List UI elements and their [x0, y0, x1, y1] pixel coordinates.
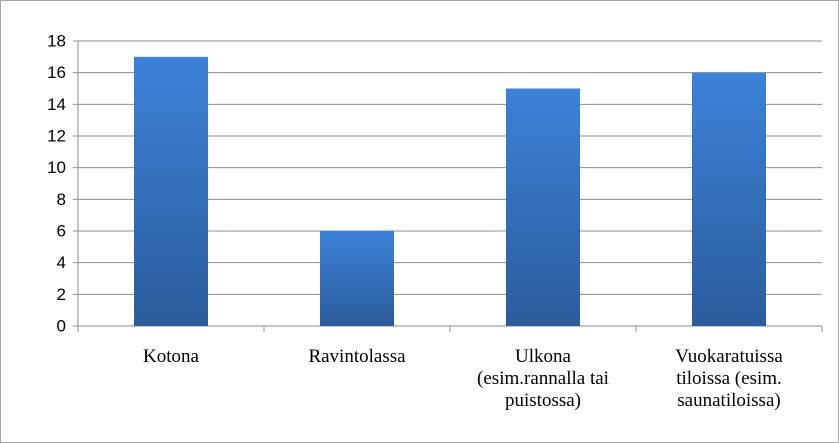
y-tick-label: 4 [57, 253, 66, 272]
y-tick-label: 16 [47, 63, 66, 82]
y-tick-label: 14 [47, 95, 66, 114]
x-tick-label: Kotona [143, 346, 199, 367]
y-tick-label: 18 [47, 31, 66, 50]
y-tick-label: 2 [57, 285, 66, 304]
y-tick-label: 8 [57, 190, 66, 209]
y-tick-label: 10 [47, 158, 66, 177]
bar [506, 88, 580, 326]
bar [134, 56, 208, 326]
y-tick-label: 12 [47, 126, 66, 145]
bar [692, 72, 766, 327]
bar [320, 231, 394, 326]
y-tick-label: 0 [57, 316, 66, 335]
x-tick-label: Vuokaratuissa tiloissa (esim. saunatiloi… [675, 346, 783, 411]
x-tick-label: Ravintolassa [308, 346, 406, 367]
y-tick-label: 6 [57, 221, 66, 240]
x-tick-label: Ulkona (esim.rannalla tai puistossa) [477, 346, 609, 411]
